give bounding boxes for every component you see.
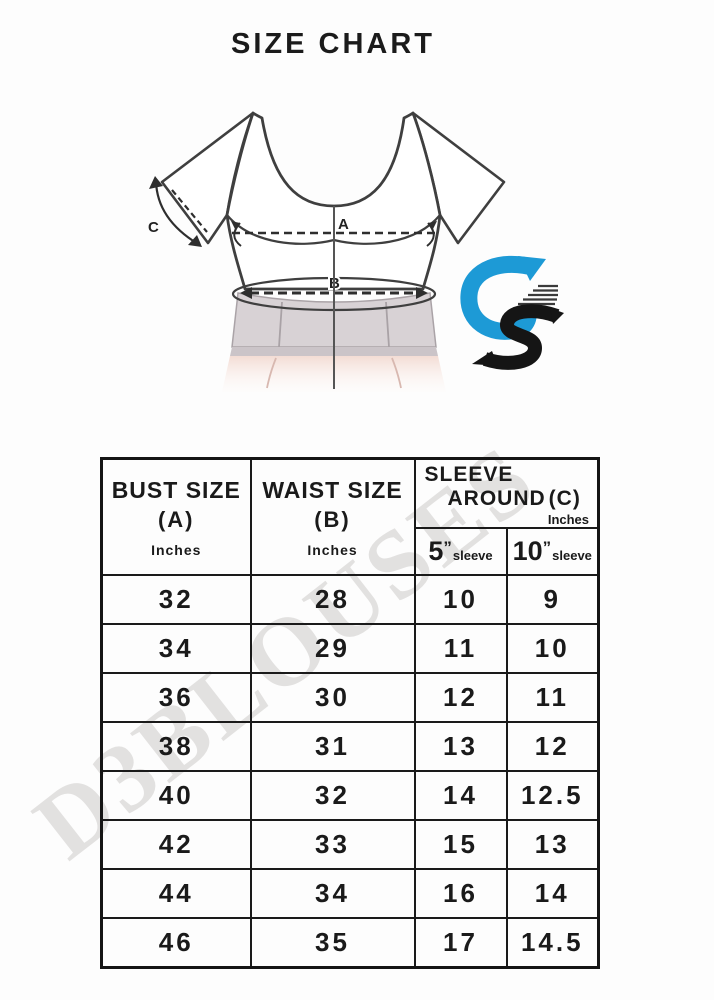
sleeve-5-quote: ” [443, 538, 452, 557]
table-row: 44 34 16 14 [100, 868, 600, 919]
size-cell: 36 [100, 672, 252, 723]
size-cell: 46 [100, 917, 252, 969]
size-cell: 11 [413, 623, 508, 674]
d3-logo [460, 255, 564, 370]
size-table: BUST SIZE (A) Inches WAIST SIZE (B) Inch… [100, 457, 601, 969]
size-cell: 40 [100, 770, 252, 821]
sleeve-measure-c [149, 176, 208, 247]
table-row: 32 28 10 9 [100, 574, 600, 625]
sleeve-10-quote: ” [542, 538, 552, 557]
size-cell: 15 [413, 819, 508, 870]
bust-measure-a [231, 221, 437, 247]
logo-3-tip [550, 308, 564, 324]
size-cell: 9 [505, 574, 600, 625]
size-cell: 30 [249, 672, 416, 723]
blouse-diagram: A B C [148, 111, 506, 392]
size-cell: 38 [100, 721, 252, 772]
table-row: 40 32 14 12.5 [100, 770, 600, 821]
size-cell: 33 [249, 819, 416, 870]
size-cell: 42 [100, 819, 252, 870]
size-cell: 29 [249, 623, 416, 674]
size-cell: 31 [249, 721, 416, 772]
bust-header-title: BUST SIZE [111, 476, 241, 503]
table-row: 46 35 17 14.5 [100, 917, 600, 969]
sleeve-header-code: (C) [548, 487, 581, 510]
size-cell: 16 [413, 868, 508, 919]
sleeve-10-label: sleeve [552, 548, 592, 563]
page-title: SIZE CHART [231, 28, 435, 60]
logo-d-ascender [518, 256, 546, 281]
waist-header-title: WAIST SIZE [262, 476, 403, 503]
waist-header-code: (B) [314, 506, 351, 532]
size-cell: 12 [413, 672, 508, 723]
sleeve-10-header: 10”sleeve [505, 527, 600, 576]
size-cell: 32 [100, 574, 252, 625]
bust-label: A [338, 216, 349, 233]
size-cell: 10 [505, 623, 600, 674]
bust-header: BUST SIZE (A) Inches [100, 457, 252, 576]
size-cell: 14 [505, 868, 600, 919]
size-cell: 13 [413, 721, 508, 772]
size-cell: 13 [505, 819, 600, 870]
size-cell: 35 [249, 917, 416, 969]
size-cell: 12 [505, 721, 600, 772]
sleeve-header-around: AROUND [447, 487, 546, 510]
waist-header-unit: Inches [307, 541, 358, 558]
sleeve-header-unit: Inches [547, 512, 590, 527]
sleeve-5-label: sleeve [452, 548, 493, 563]
bodice-outline [225, 111, 442, 291]
size-cell: 14.5 [505, 917, 600, 969]
table-row: 38 31 13 12 [100, 721, 600, 772]
waist-header: WAIST SIZE (B) Inches [249, 457, 416, 576]
size-cell: 44 [100, 868, 252, 919]
sleeve-10-num: 10 [512, 536, 543, 566]
table-row: 42 33 15 13 [100, 819, 600, 870]
table-row: 36 30 12 11 [100, 672, 600, 723]
sleeve-header-line1: SLEEVE [424, 463, 514, 486]
size-cell: 28 [249, 574, 416, 625]
bust-header-unit: Inches [151, 541, 202, 558]
size-cell: 32 [249, 770, 416, 821]
logo-3-glyph [482, 304, 560, 370]
size-cell: 11 [505, 672, 600, 723]
logo-3-tail [472, 351, 498, 366]
sleeve-label: C [148, 219, 159, 236]
sleeve-5-num: 5 [428, 536, 444, 566]
table-row: 34 29 11 10 [100, 623, 600, 674]
size-cell: 10 [413, 574, 508, 625]
sleeve-5-header: 5”sleeve [413, 527, 508, 576]
sleeve-header-line2: AROUND (C) [416, 487, 598, 511]
sleeve-header: SLEEVE AROUND (C) Inches [413, 457, 600, 529]
size-cell: 34 [100, 623, 252, 674]
logo-d-glyph [460, 255, 539, 340]
size-cell: 17 [413, 917, 508, 969]
size-cell: 14 [413, 770, 508, 821]
size-table-body: 32 28 10 9 34 29 11 10 36 30 12 11 38 31 13 12 40 32 14 12.… [100, 574, 600, 969]
size-cell: 34 [249, 868, 416, 919]
size-cell: 12.5 [505, 770, 600, 821]
bust-header-code: (A) [157, 506, 195, 532]
